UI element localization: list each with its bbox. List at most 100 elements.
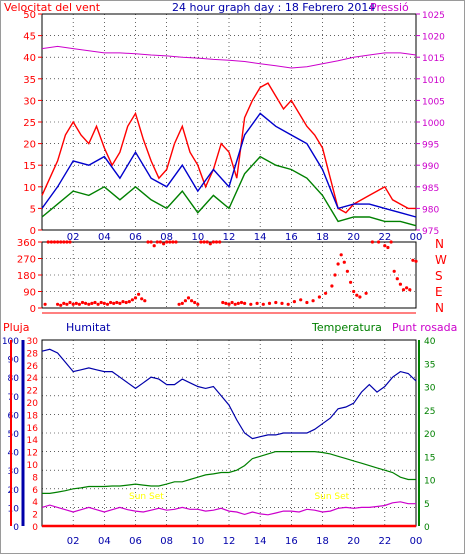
- direction-point: [411, 258, 415, 262]
- direction-point: [80, 300, 85, 305]
- direction-point: [389, 240, 393, 244]
- wind-x-ticks: 02 04 06 08 10 12 14 16 18 20 22 00: [67, 232, 423, 243]
- wind-line: [41, 155, 417, 227]
- direction-point: [211, 240, 215, 244]
- direction-tick-label: 360: [17, 238, 36, 249]
- wind-x-tick-label: 04: [98, 232, 111, 243]
- direction-point: [65, 302, 69, 306]
- wind-tick-label: 0: [30, 226, 36, 237]
- direction-point: [352, 289, 356, 294]
- pressure-tick-label: 1025: [422, 11, 445, 21]
- direction-point: [205, 240, 209, 244]
- direction-point: [243, 301, 247, 305]
- pressure-tick-label: 1000: [422, 119, 445, 129]
- direction-point: [127, 300, 131, 304]
- direction-point: [71, 302, 75, 306]
- temp-x-ticks: 02 04 06 08 10 12 14 16 18 20 22 00: [67, 536, 423, 547]
- temperature-tick-label: 5: [424, 500, 430, 510]
- humidity-tick-label: 0: [13, 523, 19, 533]
- pressure-tick-label: 1005: [422, 97, 445, 107]
- direction-point: [96, 302, 100, 306]
- rain-tick-label: 18: [27, 411, 39, 421]
- direction-point: [330, 284, 334, 288]
- direction-points: [43, 240, 418, 307]
- direction-point: [377, 240, 381, 244]
- wind-speed-axis-label: Velocitat del vent: [4, 1, 101, 14]
- wind-tick-label: 30: [23, 96, 36, 107]
- average-line: [41, 112, 417, 218]
- direction-point: [386, 245, 390, 250]
- wind-tick-label: 40: [23, 53, 36, 64]
- wind-tick-label: 10: [23, 183, 36, 194]
- dewpoint-label: Punt rosada: [392, 321, 457, 334]
- wind-x-tick-label: 22: [378, 232, 391, 243]
- wind-tick-label: 20: [23, 140, 36, 151]
- compass-label: S: [435, 269, 443, 283]
- temperature-tick-label: 30: [424, 384, 436, 394]
- temp-x-tick-label: 14: [254, 536, 267, 547]
- direction-point: [305, 300, 309, 305]
- direction-point: [124, 300, 128, 305]
- rain-tick-label: 8: [32, 473, 38, 483]
- wind-x-tick-label: 12: [223, 232, 236, 243]
- wind-x-tick-label: 06: [129, 232, 142, 243]
- direction-tick-label: 90: [23, 288, 36, 299]
- direction-point: [77, 302, 81, 306]
- direction-point: [414, 259, 418, 263]
- temperature-tick-label: 35: [424, 360, 435, 370]
- direction-point: [121, 300, 125, 304]
- direction-point: [324, 291, 328, 295]
- rain-tick-label: 6: [32, 486, 38, 496]
- direction-point: [336, 262, 340, 266]
- pressure-tick-label: 985: [422, 184, 439, 194]
- direction-point: [155, 240, 159, 244]
- direction-point: [46, 240, 50, 244]
- direction-point: [230, 300, 234, 305]
- direction-point: [255, 301, 259, 305]
- rain-tick-label: 24: [27, 374, 39, 384]
- direction-point: [62, 240, 66, 244]
- compass-label: N: [435, 301, 444, 315]
- wind-tick-label: 45: [23, 32, 36, 43]
- sunset-annotations: Sun Set Sun Set: [129, 492, 350, 502]
- direction-point: [370, 240, 374, 244]
- direction-point: [118, 301, 122, 305]
- temp-humidity-panel: Sun Set Sun Set 0246810121416182022242628…: [2, 321, 458, 547]
- compass-label: N: [435, 237, 444, 251]
- direction-point: [239, 300, 244, 305]
- direction-point: [202, 240, 206, 244]
- direction-point: [261, 302, 265, 306]
- rain-tick-label: 14: [27, 436, 39, 446]
- direction-point: [398, 282, 402, 286]
- wind-x-tick-label: 16: [285, 232, 298, 243]
- humidity-tick-label: 40: [8, 449, 20, 459]
- direction-point: [349, 280, 353, 284]
- direction-point: [180, 301, 184, 305]
- direction-point: [84, 301, 88, 305]
- rain-tick-label: 10: [27, 461, 39, 471]
- direction-point: [236, 301, 240, 305]
- direction-point: [196, 302, 200, 306]
- direction-point: [214, 240, 219, 244]
- wind-tick-label: 5: [30, 204, 36, 215]
- temperature-line: [42, 451, 416, 494]
- humidity-tick-label: 20: [8, 486, 20, 496]
- direction-point: [224, 301, 228, 305]
- direction-point: [339, 253, 343, 257]
- temperature-tick-label: 40: [424, 337, 436, 347]
- direction-point: [52, 240, 57, 244]
- humidity-tick-label: 70: [8, 393, 20, 403]
- direction-point: [143, 299, 147, 303]
- direction-point: [218, 240, 222, 244]
- direction-point: [74, 301, 78, 305]
- direction-point: [274, 300, 278, 305]
- humidity-tick-label: 80: [8, 374, 20, 384]
- rain-tick-label: 12: [27, 449, 38, 459]
- direction-point: [140, 297, 144, 301]
- rain-label: Pluja: [3, 321, 29, 334]
- pressure-tick-label: 990: [422, 162, 439, 172]
- direction-point: [168, 240, 172, 244]
- temperature-tick-label: 15: [424, 453, 435, 463]
